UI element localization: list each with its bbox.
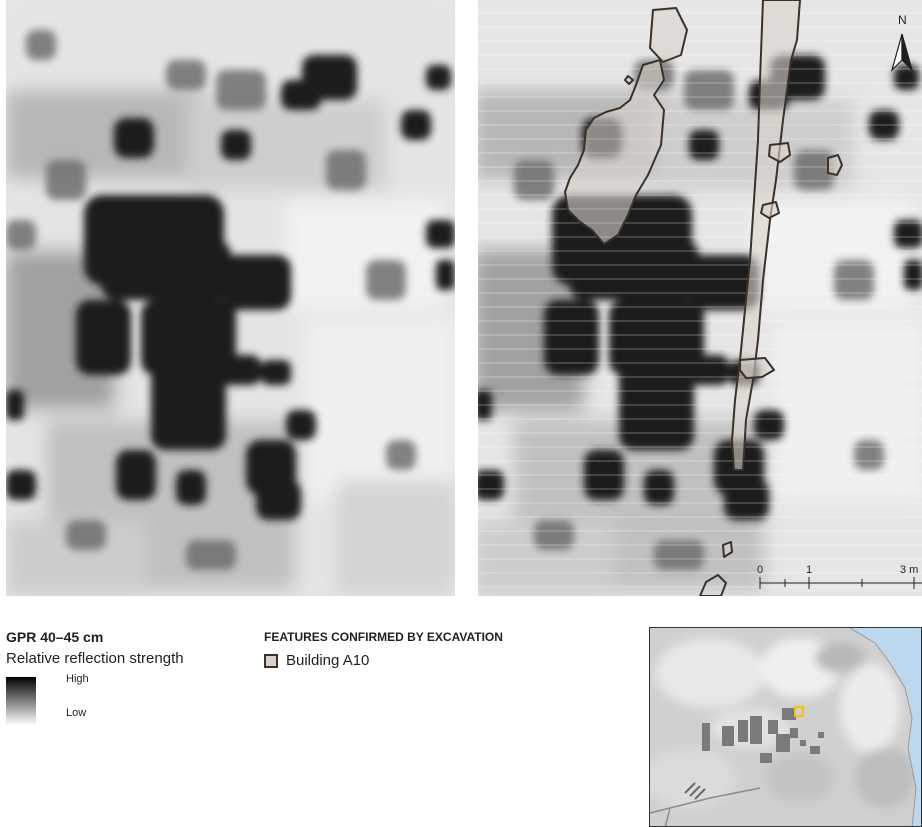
building-swatch xyxy=(264,654,278,668)
building-label: Building A10 xyxy=(286,651,369,671)
overview-map xyxy=(649,627,922,827)
gpr-legend-high: High xyxy=(66,672,89,686)
gpr-legend-low: Low xyxy=(66,706,86,720)
scale-label-3m: 3 m xyxy=(900,564,918,576)
gpr-legend: GPR 40–45 cm Relative reflection strengt… xyxy=(6,628,184,729)
gpr-legend-ramp-row: High Low xyxy=(6,677,184,729)
scale-label-0: 0 xyxy=(757,564,763,576)
features-legend: FEATURES CONFIRMED BY EXCAVATION Buildin… xyxy=(264,629,503,671)
features-legend-item: Building A10 xyxy=(264,651,503,671)
scale-label-1: 1 xyxy=(806,564,812,576)
gpr-legend-title: GPR 40–45 cm xyxy=(6,628,184,646)
gpr-map-left xyxy=(6,0,455,596)
gpr-color-ramp xyxy=(6,677,36,725)
gpr-legend-subtitle: Relative reflection strength xyxy=(6,649,184,669)
gpr-map-right: 0 1 3 m N xyxy=(478,0,922,596)
overview-hillshade xyxy=(650,628,922,827)
gpr-raster-right xyxy=(478,0,922,596)
north-label: N xyxy=(898,14,907,26)
features-legend-title: FEATURES CONFIRMED BY EXCAVATION xyxy=(264,629,503,645)
gpr-raster-left xyxy=(6,0,455,596)
